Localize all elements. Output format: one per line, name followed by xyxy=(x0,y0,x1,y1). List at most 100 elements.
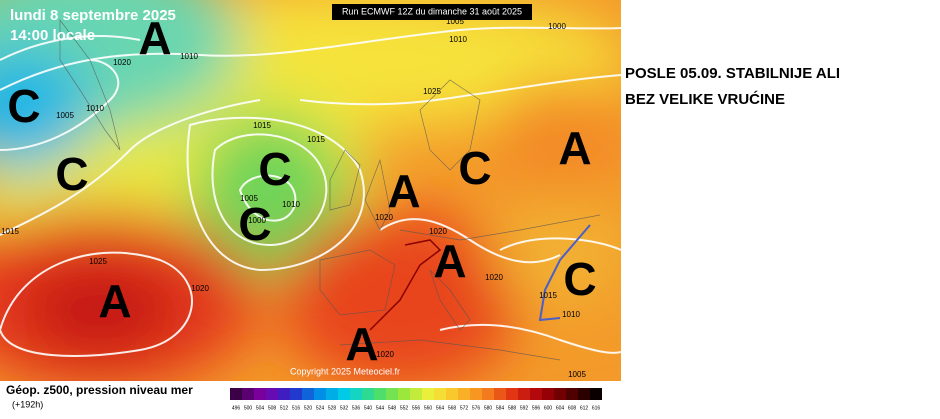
scale-swatch xyxy=(566,388,578,400)
scale-swatch xyxy=(326,388,338,400)
pressure-system: C xyxy=(258,143,291,195)
scale-label: 552 xyxy=(400,405,409,411)
pressure-label: 1020 xyxy=(375,213,393,222)
pressure-system: A xyxy=(433,235,466,287)
pressure-system: A xyxy=(138,12,171,64)
scale-swatch xyxy=(242,388,254,400)
pressure-label: 1005 xyxy=(56,111,74,120)
pressure-label: 1010 xyxy=(180,52,198,61)
scale-label: 592 xyxy=(520,405,529,411)
scale-swatch xyxy=(230,388,242,400)
pressure-label: 1005 xyxy=(240,194,258,203)
scale-swatch xyxy=(278,388,290,400)
pressure-label: 1005 xyxy=(446,17,464,26)
legend-title: Géop. z500, pression niveau mer xyxy=(6,383,193,397)
scale-label: 536 xyxy=(352,405,361,411)
scale-label: 580 xyxy=(484,405,493,411)
scale-label: 572 xyxy=(460,405,469,411)
pressure-label: 1015 xyxy=(253,121,271,130)
scale-swatch xyxy=(338,388,350,400)
scale-label: 540 xyxy=(364,405,373,411)
pressure-system: C xyxy=(55,148,88,200)
pressure-system: C xyxy=(238,198,271,250)
scale-label: 596 xyxy=(532,405,541,411)
border-line xyxy=(538,224,591,322)
scale-label: 500 xyxy=(244,405,253,411)
scale-label: 584 xyxy=(496,405,505,411)
scale-label: 524 xyxy=(316,405,325,411)
run-box xyxy=(332,4,532,20)
annotation-line: POSLE 05.09. STABILNIJE ALI xyxy=(625,65,840,82)
pressure-label: 1020 xyxy=(376,350,394,359)
scale-label: 528 xyxy=(328,405,337,411)
border-line xyxy=(369,239,442,331)
isobars xyxy=(0,26,621,357)
copyright: Copyright 2025 Meteociel.fr xyxy=(290,366,400,376)
date: lundi 8 septembre 2025 xyxy=(10,7,176,24)
scale-swatch xyxy=(506,388,518,400)
scale-label: 512 xyxy=(280,405,289,411)
pressure-label: 1010 xyxy=(86,104,104,113)
scale-swatch xyxy=(470,388,482,400)
pressure-system: A xyxy=(345,318,378,370)
scale-swatch xyxy=(446,388,458,400)
pressure-label: 1020 xyxy=(113,58,131,67)
scale-label: 544 xyxy=(376,405,385,411)
annotation-line: BEZ VELIKE VRUĆINE xyxy=(625,90,785,108)
pressure-label: 1000 xyxy=(248,216,266,225)
scale-swatch xyxy=(290,388,302,400)
scale-label: 508 xyxy=(268,405,277,411)
scale-swatch xyxy=(374,388,386,400)
run: Run ECMWF 12Z du dimanche 31 août 2025 xyxy=(342,6,522,16)
pressure-label: 1015 xyxy=(1,227,19,236)
map: 1005 1010 1000 1010 1020 1025 1005 1010 1015 1015… xyxy=(0,0,621,381)
pressure-system: C xyxy=(563,253,596,305)
scale-label: 516 xyxy=(292,405,301,411)
scale-label: 564 xyxy=(436,405,445,411)
scale-swatch xyxy=(458,388,470,400)
scale-swatch xyxy=(530,388,542,400)
scale-label: 532 xyxy=(340,405,349,411)
scale-label: 548 xyxy=(388,405,397,411)
scale-swatch xyxy=(494,388,506,400)
scale-label: 588 xyxy=(508,405,517,411)
scale-label: 556 xyxy=(412,405,421,411)
pressure-system: C xyxy=(7,80,40,132)
scale-swatch xyxy=(362,388,374,400)
scale-swatch xyxy=(386,388,398,400)
pressure-label: 1010 xyxy=(282,200,300,209)
pressure-label: 1025 xyxy=(89,257,107,266)
pressure-label: 1000 xyxy=(548,22,566,31)
pressure-label: 1010 xyxy=(449,35,467,44)
scale-label: 496 xyxy=(232,405,241,411)
legend-subtitle: (+192h) xyxy=(12,399,43,409)
scale-swatch xyxy=(542,388,554,400)
scale-label: 576 xyxy=(472,405,481,411)
pressure-label: 1020 xyxy=(191,284,209,293)
pressure-label: 1020 xyxy=(429,227,447,236)
scale-swatch xyxy=(518,388,530,400)
scale-label: 616 xyxy=(592,405,601,411)
pressure-system: C xyxy=(458,142,491,194)
scale-swatch xyxy=(350,388,362,400)
pressure-system: A xyxy=(98,275,131,327)
scale-swatch xyxy=(314,388,326,400)
scale-label: 568 xyxy=(448,405,457,411)
time: 14:00 locale xyxy=(10,27,95,44)
pressure-label: 1025 xyxy=(423,87,441,96)
scale-label: 600 xyxy=(544,405,553,411)
pressure-system: A xyxy=(558,122,591,174)
scale-swatch xyxy=(410,388,422,400)
scale-label: 612 xyxy=(580,405,589,411)
scale-label: 504 xyxy=(256,405,265,411)
pressure-label: 1020 xyxy=(485,273,503,282)
scale-label: 608 xyxy=(568,405,577,411)
scale-swatch xyxy=(434,388,446,400)
scale-swatch xyxy=(422,388,434,400)
scale-swatch xyxy=(398,388,410,400)
scale-swatch xyxy=(578,388,590,400)
scale-label: 520 xyxy=(304,405,313,411)
scale-swatch xyxy=(590,388,602,400)
scale-swatch xyxy=(302,388,314,400)
